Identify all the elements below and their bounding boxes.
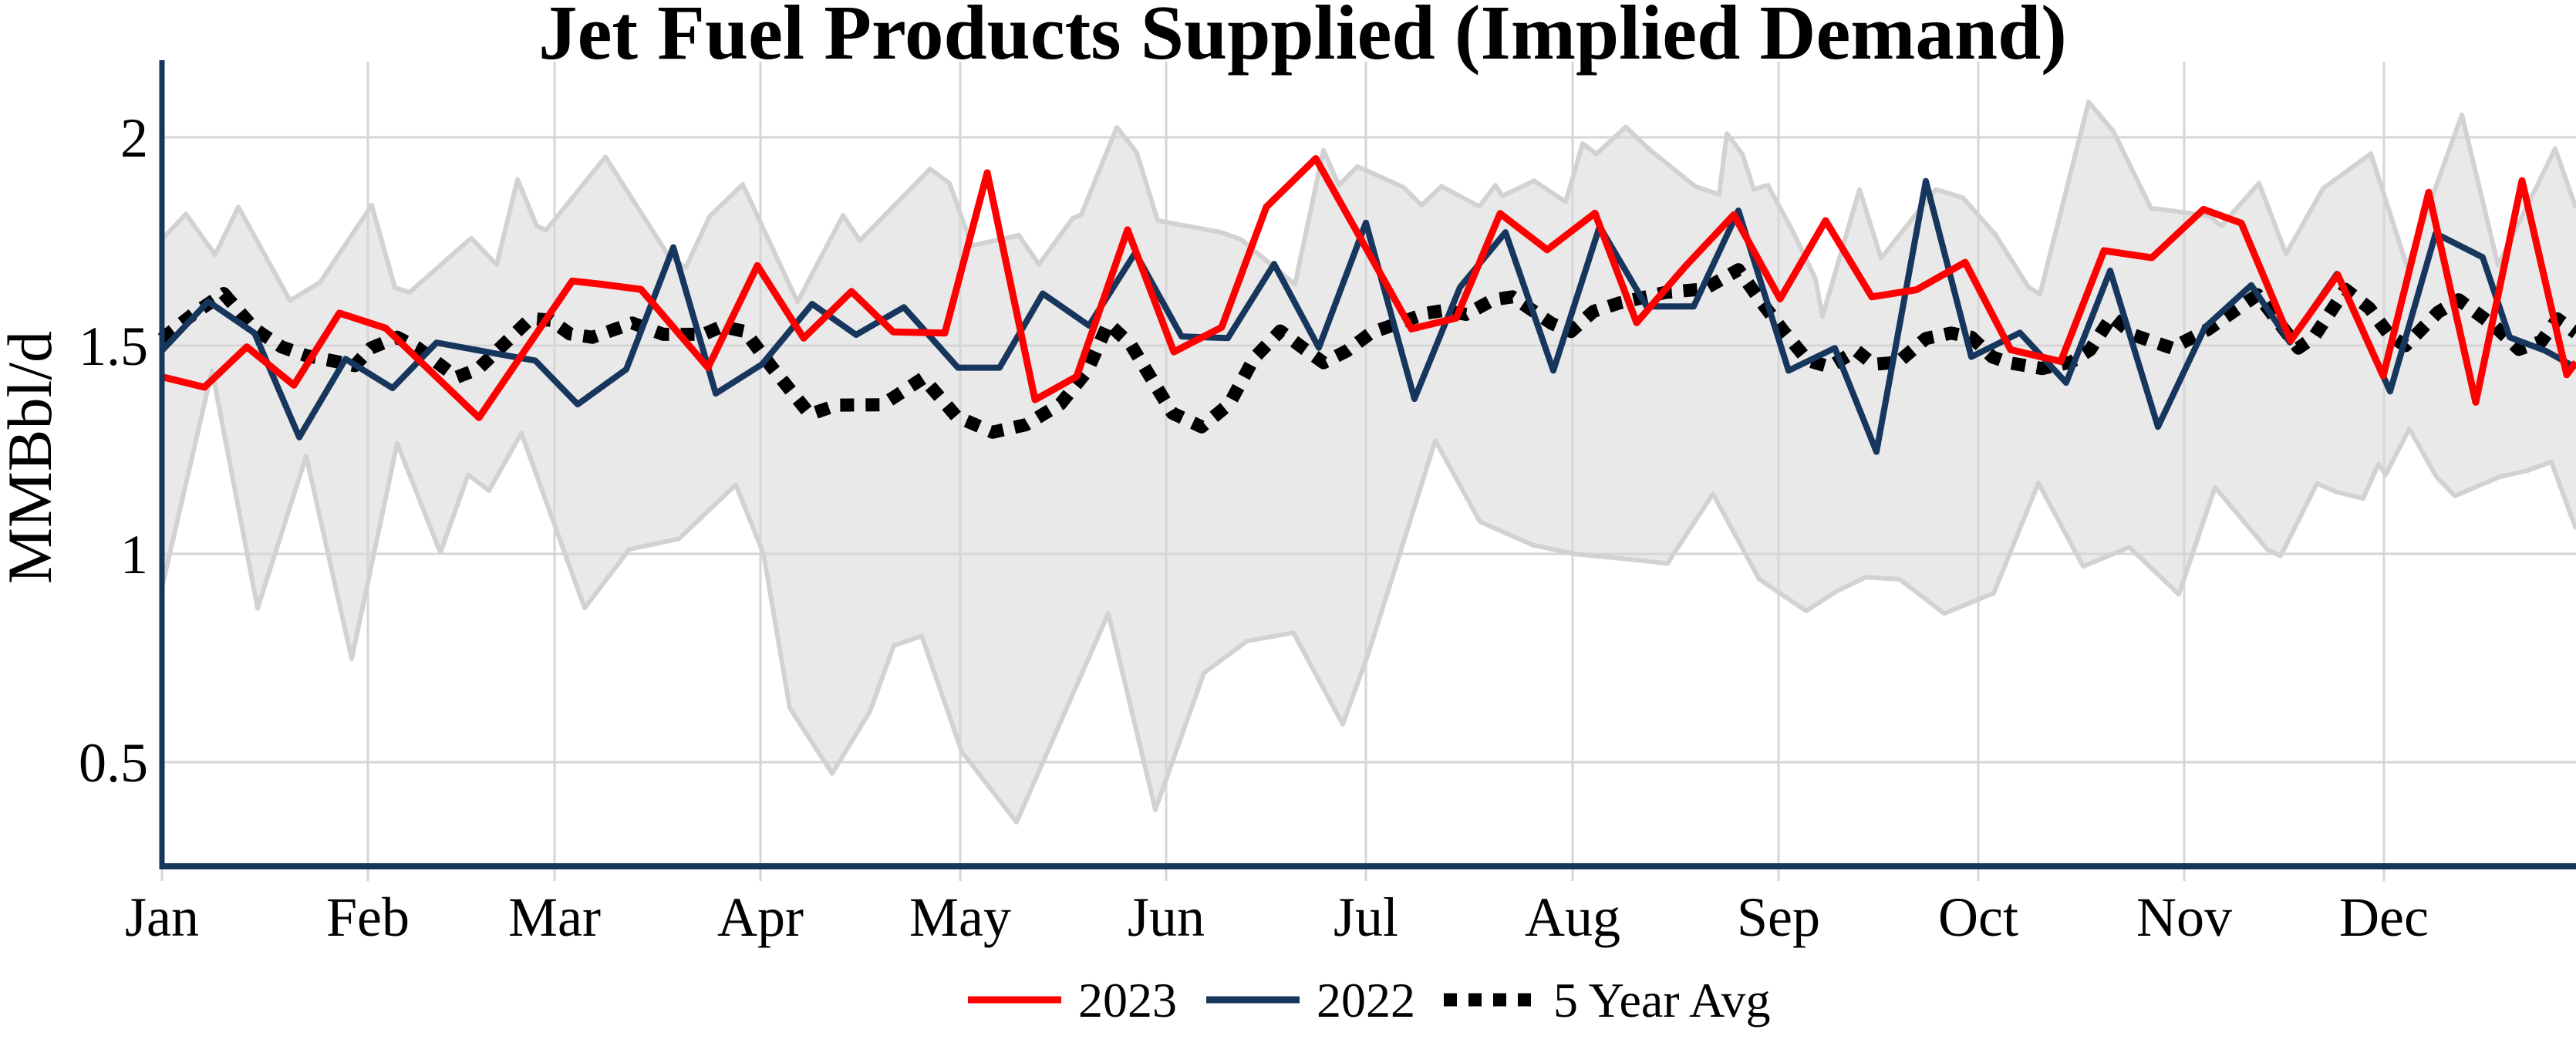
svg-text:Feb: Feb bbox=[326, 886, 410, 948]
svg-text:Oct: Oct bbox=[1938, 886, 2018, 948]
svg-text:Aug: Aug bbox=[1525, 886, 1620, 948]
svg-text:1: 1 bbox=[120, 524, 148, 586]
svg-text:Mar: Mar bbox=[508, 886, 601, 948]
svg-text:2022: 2022 bbox=[1317, 973, 1415, 1028]
svg-text:1.5: 1.5 bbox=[79, 316, 148, 377]
svg-text:Jan: Jan bbox=[125, 886, 199, 948]
svg-text:Nov: Nov bbox=[2136, 886, 2232, 948]
svg-text:Jun: Jun bbox=[1128, 886, 1205, 948]
svg-text:2: 2 bbox=[120, 107, 148, 169]
svg-text:Sep: Sep bbox=[1737, 886, 1820, 948]
svg-text:Dec: Dec bbox=[2339, 886, 2429, 948]
svg-text:2023: 2023 bbox=[1078, 973, 1177, 1028]
svg-text:Jet Fuel Products Supplied (Im: Jet Fuel Products Supplied (Implied Dema… bbox=[538, 0, 2067, 76]
svg-text:MMBbl/d: MMBbl/d bbox=[0, 331, 65, 584]
svg-text:Jul: Jul bbox=[1334, 886, 1398, 948]
svg-text:May: May bbox=[909, 886, 1011, 948]
svg-text:5 Year Avg: 5 Year Avg bbox=[1553, 973, 1771, 1028]
svg-text:Apr: Apr bbox=[717, 886, 804, 948]
svg-text:0.5: 0.5 bbox=[79, 732, 148, 794]
